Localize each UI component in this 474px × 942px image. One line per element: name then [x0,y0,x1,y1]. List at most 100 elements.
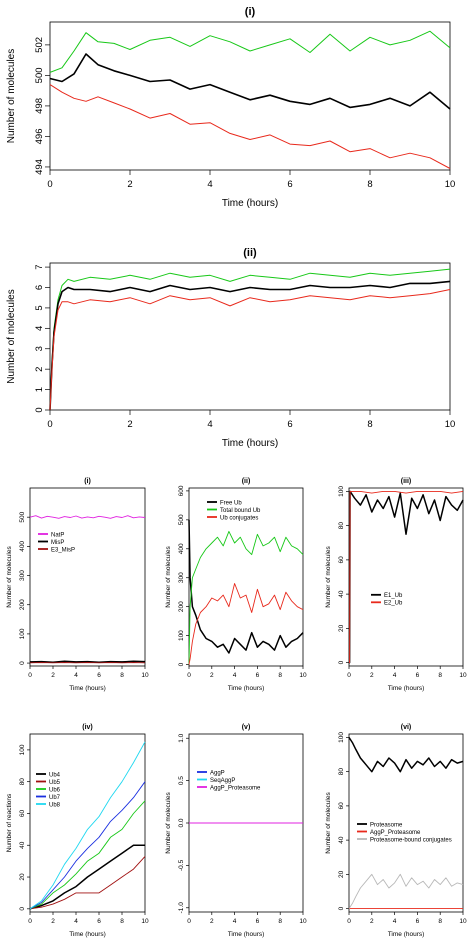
legend-label: SeqAggP [210,778,235,784]
x-tick-label: 10 [459,918,467,925]
y-tick-label: -0.5 [178,859,185,871]
legend-label: AggP [210,770,225,776]
x-axis-label: Time (hours) [222,198,278,209]
chart-title: (v) [242,724,251,731]
x-tick-label: 0 [187,672,191,679]
chart-panel-v: (v) 0 2 4 6 8 10 -1.0 -0.5 0.0 0.5 1.0 Time (hours) N… [165,724,307,938]
x-tick-label: 4 [74,672,78,679]
x-tick-label: 2 [210,672,214,679]
y-axis-label: Number of molecules [325,792,332,854]
series-line-1 [49,53,451,110]
x-tick-label: 10 [445,419,456,430]
y-tick-label: 40 [338,590,345,598]
y-tick-label: 0 [19,661,26,665]
y-tick-label: 100 [19,744,26,755]
x-tick-label: 10 [459,672,467,679]
y-axis-label: Number of molecules [325,546,332,608]
y-tick-label: 1 [34,387,45,392]
y-tick-label: 0 [19,907,26,911]
legend-label: E2_Ub [384,601,403,607]
series-line-proteasome-bound-conjugates [348,873,464,909]
x-tick-label: 4 [393,918,397,925]
y-tick-label: 100 [178,630,185,641]
y-axis-label: Number of molecules [6,546,13,608]
series-line-free-ub [188,519,304,654]
plot-frame [348,487,464,667]
x-tick-label: 2 [370,918,374,925]
x-tick-label: 2 [127,179,132,190]
x-tick-label: 8 [438,672,442,679]
y-tick-label: 0 [338,906,345,910]
x-tick-label: 4 [74,918,78,925]
x-tick-label: 10 [141,672,149,679]
y-axis-label: Number of molecules [165,546,172,608]
legend-label: Proteasome-bound conjugates [370,837,452,843]
plot-frame [188,487,304,667]
x-tick-label: 2 [370,672,374,679]
x-tick-label: 4 [393,672,397,679]
x-tick-label: 2 [127,419,132,430]
x-tick-label: 6 [287,179,292,190]
x-tick-label: 10 [141,918,149,925]
chart-top-ii: (ii) 0 2 4 6 8 10 0 1 2 3 4 5 6 7 Time (hours) Number of… [6,247,455,449]
chart-title: (i) [84,478,91,485]
x-tick-label: 4 [233,918,237,925]
y-tick-label: 300 [19,570,26,581]
x-axis-label: Time (hours) [69,685,106,692]
chart-title: (i) [245,6,256,18]
y-tick-label: 0 [34,407,45,412]
y-tick-label: 502 [34,37,45,53]
x-tick-label: 0 [347,672,351,679]
chart-title: (vi) [401,724,412,731]
series-line-total-bound-ub [188,530,304,665]
y-tick-label: 0 [338,660,345,664]
x-axis-label: Time (hours) [228,931,265,938]
x-tick-label: 8 [120,918,124,925]
plot-frame [29,487,146,667]
x-tick-label: 8 [438,918,442,925]
legend-label: Ub7 [49,795,61,801]
x-tick-label: 0 [347,918,351,925]
x-tick-label: 2 [51,672,55,679]
x-tick-label: 6 [97,918,101,925]
x-tick-label: 10 [445,179,456,190]
y-tick-label: 494 [34,159,45,175]
y-axis-label: Number of molecules [6,49,17,143]
y-axis-label: Number of molecules [6,289,17,383]
y-tick-label: 20 [338,870,345,878]
y-tick-label: 600 [178,485,185,496]
x-axis-label: Time (hours) [222,438,278,449]
y-tick-label: -1.0 [178,902,185,914]
x-tick-label: 8 [120,672,124,679]
y-tick-label: 2 [34,367,45,372]
x-tick-label: 6 [256,918,260,925]
series-line-misp [29,660,146,663]
y-tick-label: 100 [19,628,26,639]
x-axis-label: Time (hours) [228,685,265,692]
series-line-ub8 [29,741,146,910]
series-line-e2-ub [349,490,464,664]
plot-frame [348,733,464,913]
series-line-ub5 [29,856,146,910]
y-tick-label: 1.0 [178,733,185,742]
series-line-ub6 [29,800,146,910]
x-tick-label: 4 [207,179,212,190]
legend-label: Free Ub [220,500,242,506]
y-tick-label: 80 [19,778,26,786]
x-tick-label: 8 [367,179,372,190]
x-axis-label: Time (hours) [69,931,106,938]
y-tick-label: 5 [34,305,45,310]
chart-title: (iv) [82,724,93,731]
y-tick-label: 500 [178,514,185,525]
series-line-ub7 [29,781,146,910]
x-axis-label: Time (hours) [388,931,425,938]
series-line-1 [49,280,451,411]
legend-label: Ub5 [49,780,61,786]
x-tick-label: 8 [367,419,372,430]
plot-frame [49,21,451,171]
